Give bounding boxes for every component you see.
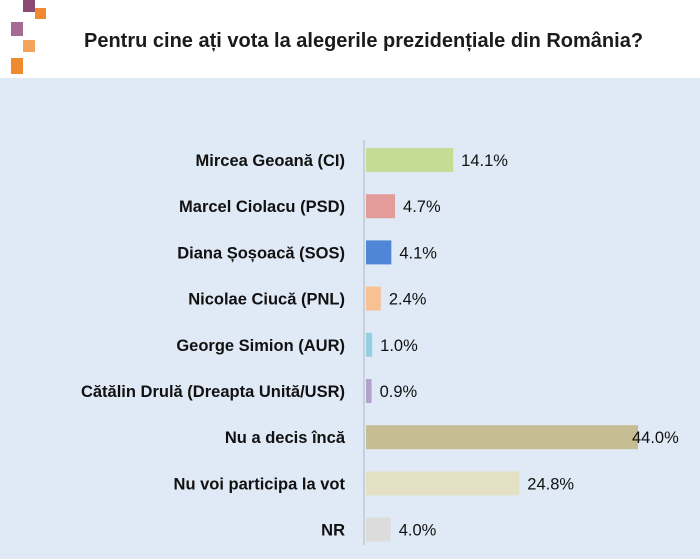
category-label: Nicolae Ciucă (PNL)	[188, 291, 345, 309]
bar	[366, 240, 392, 265]
value-label: 24.8%	[527, 475, 574, 493]
category-label: Nu voi participa la vot	[174, 475, 346, 493]
category-label: Diana Șoșoacă (SOS)	[177, 244, 345, 262]
value-label: 2.4%	[389, 291, 427, 309]
category-label: NR	[321, 522, 345, 540]
category-label: Cătălin Drulă (Dreapta Unită/USR)	[81, 383, 345, 401]
bar	[366, 379, 372, 403]
value-label: 44.0%	[632, 429, 679, 447]
value-label: 4.7%	[403, 198, 441, 216]
bar	[366, 332, 373, 357]
category-label: Nu a decis încă	[225, 429, 346, 447]
deco-square-5	[11, 58, 23, 74]
value-label: 1.0%	[380, 337, 418, 355]
value-label: 4.0%	[399, 522, 437, 540]
bar	[366, 425, 638, 450]
deco-square-4	[23, 40, 35, 52]
deco-square-2	[35, 8, 46, 19]
title-band	[0, 0, 700, 78]
value-label: 0.9%	[380, 383, 418, 401]
bar	[366, 471, 520, 496]
bar	[366, 148, 454, 172]
category-label: Mircea Geoană (CI)	[196, 152, 345, 170]
page-title: Pentru cine ați vota la alegerile prezid…	[84, 30, 644, 52]
category-label: Marcel Ciolacu (PSD)	[179, 198, 345, 216]
bar	[366, 517, 391, 542]
value-label: 4.1%	[399, 244, 437, 262]
bar	[366, 194, 396, 219]
chart-area	[0, 78, 700, 559]
deco-square-3	[11, 22, 23, 36]
bar	[366, 286, 381, 311]
deco-square-1	[23, 0, 35, 12]
category-label: George Simion (AUR)	[176, 337, 345, 355]
value-label: 14.1%	[461, 152, 508, 170]
